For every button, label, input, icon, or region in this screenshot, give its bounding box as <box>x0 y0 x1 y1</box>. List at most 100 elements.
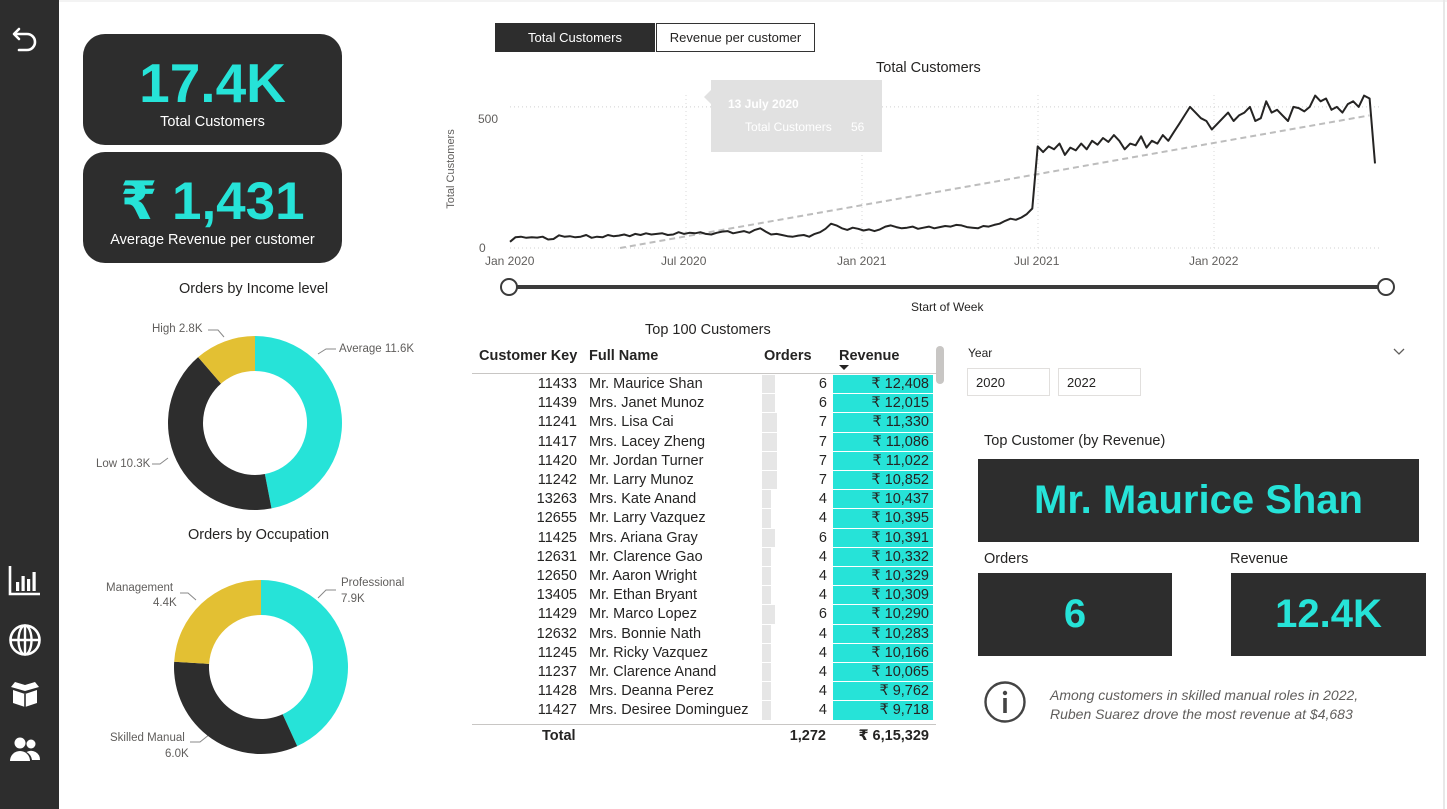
avg-revenue-value: ₹ 1,431 <box>120 172 305 231</box>
table-row[interactable]: 11417 Mrs. Lacey Zheng 7 ₹ 11,086 <box>472 432 950 452</box>
tooltip-arrow <box>704 90 711 104</box>
orders-databar <box>762 413 778 432</box>
cell-customer-key: 11429 <box>537 606 577 623</box>
revenue-cell-bg <box>833 567 933 586</box>
cell-full-name: Mr. Marco Lopez <box>589 606 697 623</box>
income-donut-chart[interactable] <box>150 318 360 528</box>
occupation-slice-professional[interactable] <box>261 580 348 747</box>
year-to-input[interactable]: 2022 <box>1058 368 1141 396</box>
cell-full-name: Mr. Ethan Bryant <box>589 587 697 604</box>
cell-customer-key: 11439 <box>537 395 577 412</box>
income-slice-low[interactable] <box>168 357 272 510</box>
revenue-cell-bg <box>833 663 933 682</box>
cell-orders: 6 <box>818 395 827 412</box>
table-row[interactable]: 11428 Mrs. Deanna Perez 4 ₹ 9,762 <box>472 682 950 701</box>
orders-databar <box>762 375 776 394</box>
cell-revenue: ₹ 10,290 <box>871 606 929 623</box>
cell-revenue: ₹ 10,332 <box>871 548 929 565</box>
occupation-slice-skilled-manual[interactable] <box>174 661 298 754</box>
cell-customer-key: 11417 <box>537 433 577 450</box>
cell-full-name: Mrs. Bonnie Nath <box>589 625 702 642</box>
col-header-orders[interactable]: Orders <box>764 348 812 364</box>
series-line-total-customers[interactable] <box>509 94 1376 243</box>
globe-icon[interactable] <box>7 622 43 658</box>
income-slice-high[interactable] <box>198 336 255 384</box>
cell-full-name: Mrs. Desiree Dominguez <box>589 702 749 719</box>
back-arrow-icon[interactable] <box>7 21 43 57</box>
cell-orders: 4 <box>818 568 827 584</box>
income-donut-title: Orders by Income level <box>179 281 329 297</box>
table-row[interactable]: 13263 Mrs. Kate Anand 4 ₹ 10,437 <box>472 490 950 509</box>
table-row[interactable]: 11245 Mr. Ricky Vazquez 4 ₹ 10,166 <box>472 643 950 663</box>
table-row[interactable]: 12655 Mr. Larry Vazquez 4 ₹ 10,395 <box>472 509 950 528</box>
table-row[interactable]: 11237 Mr. Clarence Anand 4 ₹ 10,065 <box>472 663 950 682</box>
table-row[interactable]: 13405 Mr. Ethan Bryant 4 ₹ 10,309 <box>472 586 950 605</box>
orders-databar <box>762 682 771 701</box>
cell-orders: 4 <box>818 625 827 642</box>
income-slice-average[interactable] <box>255 336 342 509</box>
table-row[interactable]: 12631 Mr. Clarence Gao 4 ₹ 10,332 <box>472 547 950 567</box>
tooltip-label: Total Customers <box>745 120 832 134</box>
revenue-cell-bg <box>833 509 933 528</box>
cell-revenue: ₹ 10,283 <box>871 625 929 642</box>
cell-customer-key: 11420 <box>537 452 577 469</box>
line-chart-plot[interactable] <box>500 90 1400 255</box>
insight-line-1: Among customers in skilled manual roles … <box>1050 687 1359 703</box>
occupation-slice-management[interactable] <box>174 580 261 664</box>
cell-full-name: Mr. Clarence Anand <box>589 664 717 680</box>
line-chart-ylabel: Total Customers <box>445 129 457 209</box>
cell-full-name: Mrs. Kate Anand <box>589 491 697 508</box>
table-row[interactable]: 11429 Mr. Marco Lopez 6 ₹ 10,290 <box>472 605 950 624</box>
cell-orders: 6 <box>818 606 827 623</box>
col-header-revenue[interactable]: Revenue <box>839 348 900 364</box>
revenue-cell-bg <box>833 586 933 605</box>
table-row[interactable]: 11241 Mrs. Lisa Cai 7 ₹ 11,330 <box>472 413 950 432</box>
users-icon[interactable] <box>7 732 43 768</box>
table-row[interactable]: 11433 Mr. Maurice Shan 6 ₹ 12,408 <box>472 375 950 394</box>
tab-revenue-per-customer[interactable]: Revenue per customer <box>656 23 815 52</box>
occupation-label-skilled: Skilled Manual <box>110 732 185 744</box>
cell-revenue: ₹ 9,762 <box>879 683 929 700</box>
cell-customer-key: 11428 <box>537 683 577 700</box>
right-border <box>1443 0 1445 809</box>
table-row[interactable]: 12650 Mr. Aaron Wright 4 ₹ 10,329 <box>472 567 950 586</box>
cell-customer-key: 11242 <box>537 472 577 488</box>
table-row[interactable]: 11427 Mrs. Desiree Dominguez 4 ₹ 9,718 <box>472 701 950 720</box>
nav-sidebar <box>0 0 59 809</box>
chevron-down-icon[interactable] <box>1393 348 1405 356</box>
cell-orders: 4 <box>818 510 827 527</box>
cell-orders: 4 <box>818 644 827 661</box>
orders-databar <box>762 432 778 451</box>
tooltip-value: 56 <box>851 120 865 134</box>
table-row[interactable]: 11439 Mrs. Janet Munoz 6 ₹ 12,015 <box>472 394 950 413</box>
orders-databar <box>762 624 771 643</box>
table-row[interactable]: 11425 Mrs. Ariana Gray 6 ₹ 10,391 <box>472 528 950 548</box>
top-border <box>59 0 1447 2</box>
range-handle-start[interactable] <box>500 278 518 296</box>
col-header-key[interactable]: Customer Key <box>479 348 578 364</box>
cell-revenue: ₹ 12,408 <box>871 376 929 392</box>
line-chart-title: Total Customers <box>876 60 981 76</box>
total-label: Total <box>542 728 576 744</box>
bar-chart-icon[interactable] <box>7 562 43 598</box>
revenue-cell-bg <box>833 490 933 509</box>
col-header-name[interactable]: Full Name <box>589 348 659 364</box>
date-range-track[interactable] <box>509 285 1386 289</box>
total-customers-card: 17.4K Total Customers <box>83 34 342 145</box>
year-from-input[interactable]: 2020 <box>967 368 1050 396</box>
cell-full-name: Mrs. Lacey Zheng <box>589 433 706 450</box>
orders-databar <box>762 547 771 566</box>
revenue-cell-bg <box>833 624 933 643</box>
table-row[interactable]: 11420 Mr. Jordan Turner 7 ₹ 11,022 <box>472 451 950 471</box>
cell-full-name: Mr. Larry Munoz <box>589 472 694 488</box>
revenue-cell-bg <box>833 413 933 432</box>
table-scrollbar[interactable] <box>936 346 944 384</box>
info-icon <box>984 681 1026 723</box>
table-row[interactable]: 11242 Mr. Larry Munoz 7 ₹ 10,852 <box>472 471 950 490</box>
occupation-donut-chart[interactable] <box>156 562 366 772</box>
table-row[interactable]: 12632 Mrs. Bonnie Nath 4 ₹ 10,283 <box>472 624 950 644</box>
open-box-icon[interactable] <box>7 676 43 712</box>
tab-total-customers[interactable]: Total Customers <box>495 23 655 52</box>
ytick-500: 500 <box>478 112 499 126</box>
range-handle-end[interactable] <box>1377 278 1395 296</box>
